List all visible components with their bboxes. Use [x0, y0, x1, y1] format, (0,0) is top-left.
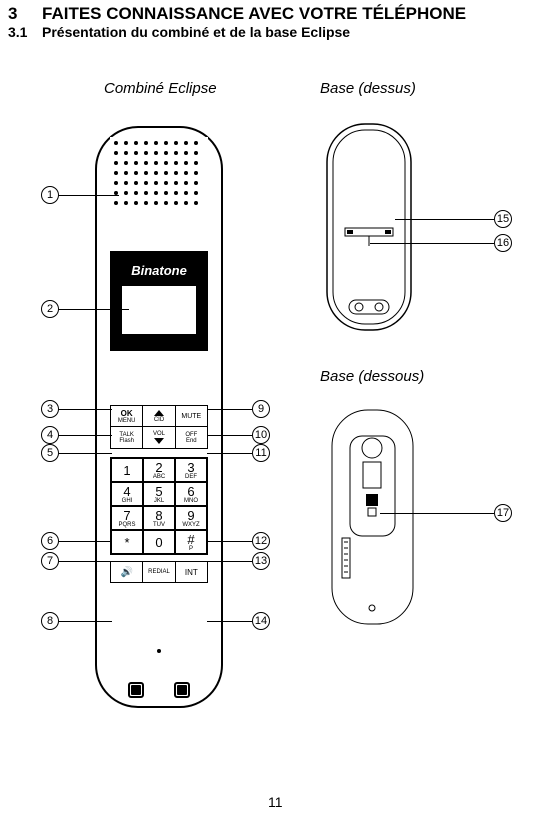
key-1: 1	[111, 458, 143, 482]
base-top-label: Base (dessus)	[320, 80, 416, 97]
callout-2-line	[59, 309, 129, 310]
callout-1: 1	[41, 186, 59, 204]
earpiece-grille	[110, 137, 208, 209]
flash-label: Flash	[119, 438, 134, 444]
callout-9-line	[207, 409, 252, 410]
brand-label: Binatone	[110, 263, 208, 278]
callout-17: 17	[494, 504, 512, 522]
redial-key: REDIAL	[143, 561, 174, 583]
callout-3-line	[59, 409, 112, 410]
ok-label: OK	[121, 409, 133, 418]
speaker-icon: 🔊	[120, 567, 132, 578]
mute-key: MUTE	[175, 405, 208, 427]
callout-14-line	[207, 621, 252, 622]
callout-11: 11	[252, 444, 270, 462]
callout-9: 9	[252, 400, 270, 418]
callout-6-line	[59, 541, 112, 542]
callout-15: 15	[494, 210, 512, 228]
subsection-title: Présentation du combiné et de la base Ec…	[42, 24, 350, 40]
callout-5: 5	[41, 444, 59, 462]
key-2: 2ABC	[143, 458, 175, 482]
callout-13: 13	[252, 552, 270, 570]
callout-16-line	[370, 243, 494, 244]
key-5: 5JKL	[143, 482, 175, 506]
callout-13-line	[207, 561, 252, 562]
bottom-keys: 🔊 REDIAL INT	[110, 561, 208, 583]
key-8: 8TUV	[143, 506, 175, 530]
callout-12-line	[207, 541, 252, 542]
callout-15-line	[395, 219, 494, 220]
end-label: End	[186, 438, 197, 444]
callout-7-line	[59, 561, 112, 562]
callout-2: 2	[41, 300, 59, 318]
talk-flash-key: TALK Flash	[110, 427, 143, 449]
off-end-key: OFF End	[175, 427, 208, 449]
callout-8: 8	[41, 612, 59, 630]
base-bottom-illustration	[330, 408, 415, 626]
keypad: 1 2ABC 3DEF 4GHI 5JKL 6MNO 7PQRS 8TUV 9W…	[110, 457, 208, 555]
section-number: 3	[8, 4, 17, 24]
key-star: *	[111, 530, 143, 554]
key-7: 7PQRS	[111, 506, 143, 530]
base-bottom-label: Base (dessous)	[320, 368, 424, 385]
nav-up-key: CID	[143, 405, 174, 427]
callout-5-line	[59, 453, 112, 454]
key-4: 4GHI	[111, 482, 143, 506]
page-number: 11	[268, 794, 283, 810]
callout-7: 7	[41, 552, 59, 570]
callout-14: 14	[252, 612, 270, 630]
callout-3: 3	[41, 400, 59, 418]
cid-label: CID	[154, 417, 164, 423]
callout-12: 12	[252, 532, 270, 550]
key-hash: #P	[175, 530, 207, 554]
handset-illustration: Binatone OK MENU CID MUTE TALK Flash VOL	[95, 123, 223, 711]
callout-4-line	[59, 435, 112, 436]
lcd-screen	[122, 286, 196, 334]
callout-8-line	[59, 621, 112, 622]
callout-4: 4	[41, 426, 59, 444]
key-9: 9WXYZ	[175, 506, 207, 530]
nav-center-key: VOL	[143, 427, 174, 449]
speaker-key: 🔊	[110, 561, 143, 583]
callout-6: 6	[41, 532, 59, 550]
softkey-block: OK MENU CID MUTE TALK Flash VOL OFF En	[110, 405, 208, 449]
up-arrow-icon	[153, 409, 165, 417]
section-title: FAITES CONNAISSANCE AVEC VOTRE TÉLÉPHONE	[42, 4, 466, 24]
base-top-illustration	[325, 122, 413, 332]
down-arrow-icon	[153, 437, 165, 445]
key-6: 6MNO	[175, 482, 207, 506]
callout-1-line	[59, 195, 119, 196]
callout-10: 10	[252, 426, 270, 444]
mute-label: MUTE	[181, 413, 201, 420]
int-key: INT	[175, 561, 208, 583]
callout-17-line	[380, 513, 494, 514]
subsection-number: 3.1	[8, 24, 27, 40]
callout-16: 16	[494, 234, 512, 252]
handset-label: Combiné Eclipse	[104, 80, 217, 97]
menu-label: MENU	[118, 418, 136, 424]
callout-11-line	[207, 453, 252, 454]
callout-10-line	[207, 435, 252, 436]
ok-menu-key: OK MENU	[110, 405, 143, 427]
key-3: 3DEF	[175, 458, 207, 482]
int-label: INT	[185, 568, 198, 577]
key-0: 0	[143, 530, 175, 554]
display-area: Binatone	[110, 251, 208, 351]
redial-label: REDIAL	[148, 569, 170, 575]
